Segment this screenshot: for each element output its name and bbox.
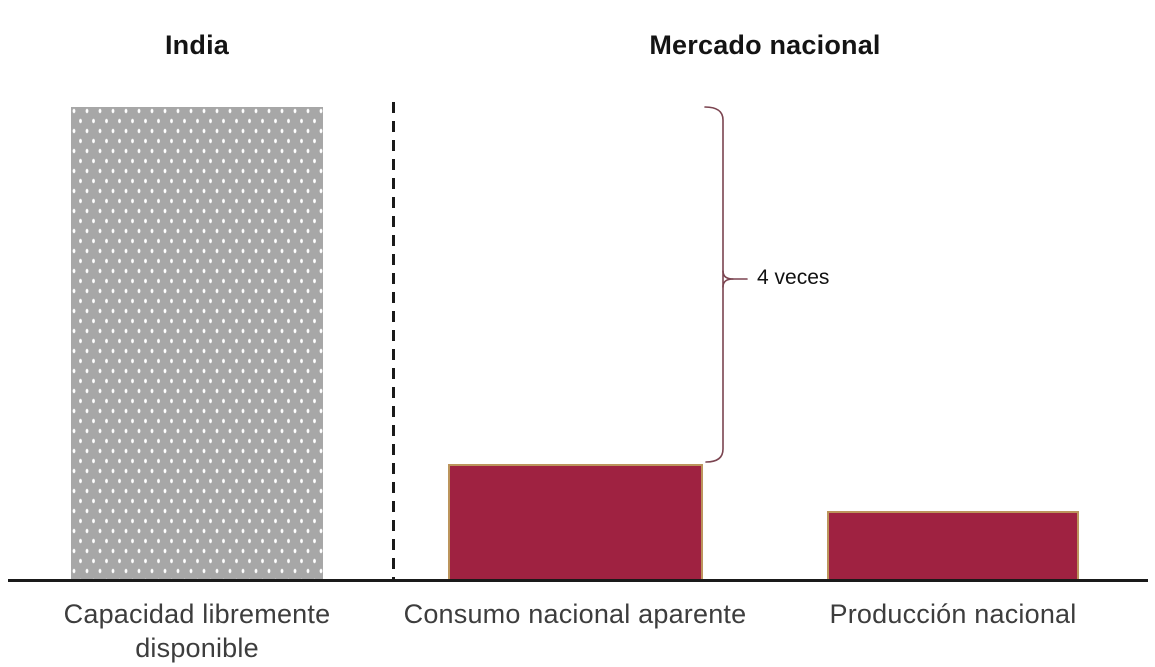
bar-consumo-nacional-aparente <box>448 464 703 581</box>
annotation-4-veces: 4 veces <box>757 266 830 289</box>
category-label-produccion: Producción nacional <box>829 599 1077 629</box>
category-label-consumo: Consumo nacional aparente <box>403 599 747 629</box>
x-axis-line <box>8 579 1148 582</box>
group-title-mercado: Mercado nacional <box>649 30 881 60</box>
category-label-capacidad: Capacidad libremente disponible <box>63 599 331 664</box>
bar-capacidad-libremente-disponible <box>71 107 323 581</box>
dashed-divider-line <box>392 102 395 581</box>
group-title-india: India <box>164 30 229 60</box>
brace-annotation-icon <box>704 106 748 463</box>
bar-produccion-nacional <box>827 511 1079 581</box>
